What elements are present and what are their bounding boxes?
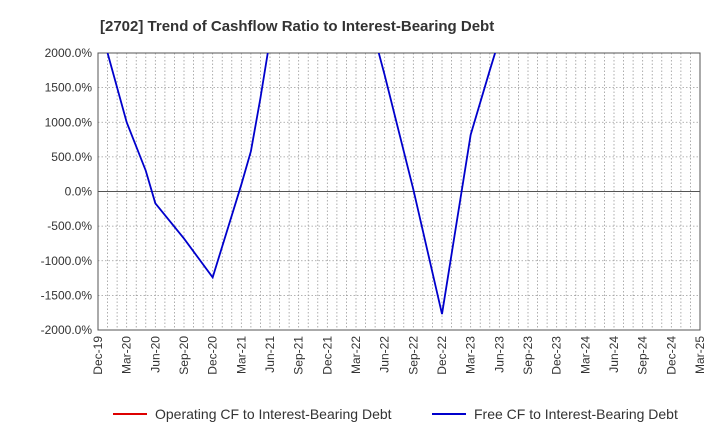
series-line-2 xyxy=(106,53,269,280)
x-tick-label: Sep-24 xyxy=(636,336,650,375)
y-tick-label: 2000.0% xyxy=(45,46,93,60)
x-tick-label: Mar-23 xyxy=(464,336,478,374)
series xyxy=(106,53,497,315)
x-tick-label: Sep-23 xyxy=(521,336,535,375)
x-tick-label: Mar-21 xyxy=(234,336,248,374)
x-tick-label: Dec-21 xyxy=(320,336,334,375)
legend-label-1: Operating CF to Interest-Bearing Debt xyxy=(155,406,392,422)
y-tick-label: -2000.0% xyxy=(41,323,93,337)
x-tick-label: Dec-23 xyxy=(550,336,564,375)
x-tick-label: Jun-20 xyxy=(148,336,162,373)
y-tick-label: -1500.0% xyxy=(41,288,93,302)
series-line-2 xyxy=(377,53,497,315)
x-tick-label: Sep-21 xyxy=(292,336,306,375)
x-tick-label: Sep-20 xyxy=(177,336,191,375)
y-tick-label: 1000.0% xyxy=(45,115,93,129)
axes: 2000.0% 1500.0% 1000.0% 500.0% 0.0% -500.0% -1… xyxy=(41,46,707,375)
y-tick-label: 1500.0% xyxy=(45,81,93,95)
x-tick-label: Jun-24 xyxy=(607,336,621,373)
legend: Operating CF to Interest-Bearing Debt Fre… xyxy=(113,406,678,422)
plot-frame xyxy=(97,52,701,331)
y-tick-label: 500.0% xyxy=(51,150,92,164)
x-tick-label: Jun-23 xyxy=(492,336,506,373)
y-tick-label: 0.0% xyxy=(65,185,93,199)
chart-title: [2702] Trend of Cashflow Ratio to Intere… xyxy=(100,18,494,35)
y-tick-label: -1000.0% xyxy=(41,254,93,268)
x-tick-label: Sep-22 xyxy=(406,336,420,375)
x-tick-label: Dec-19 xyxy=(91,336,105,375)
x-tick-label: Mar-20 xyxy=(120,336,134,374)
x-tick-label: Dec-22 xyxy=(435,336,449,375)
x-tick-label: Mar-22 xyxy=(349,336,363,374)
x-tick-label: Mar-25 xyxy=(693,336,707,374)
y-tick-label: -500.0% xyxy=(47,219,92,233)
x-tick-label: Dec-20 xyxy=(206,336,220,375)
x-tick-label: Mar-24 xyxy=(578,336,592,374)
x-tick-label: Jun-22 xyxy=(378,336,392,373)
x-tick-label: Jun-21 xyxy=(263,336,277,373)
legend-label-2: Free CF to Interest-Bearing Debt xyxy=(474,406,678,422)
x-tick-label: Dec-24 xyxy=(664,336,678,375)
